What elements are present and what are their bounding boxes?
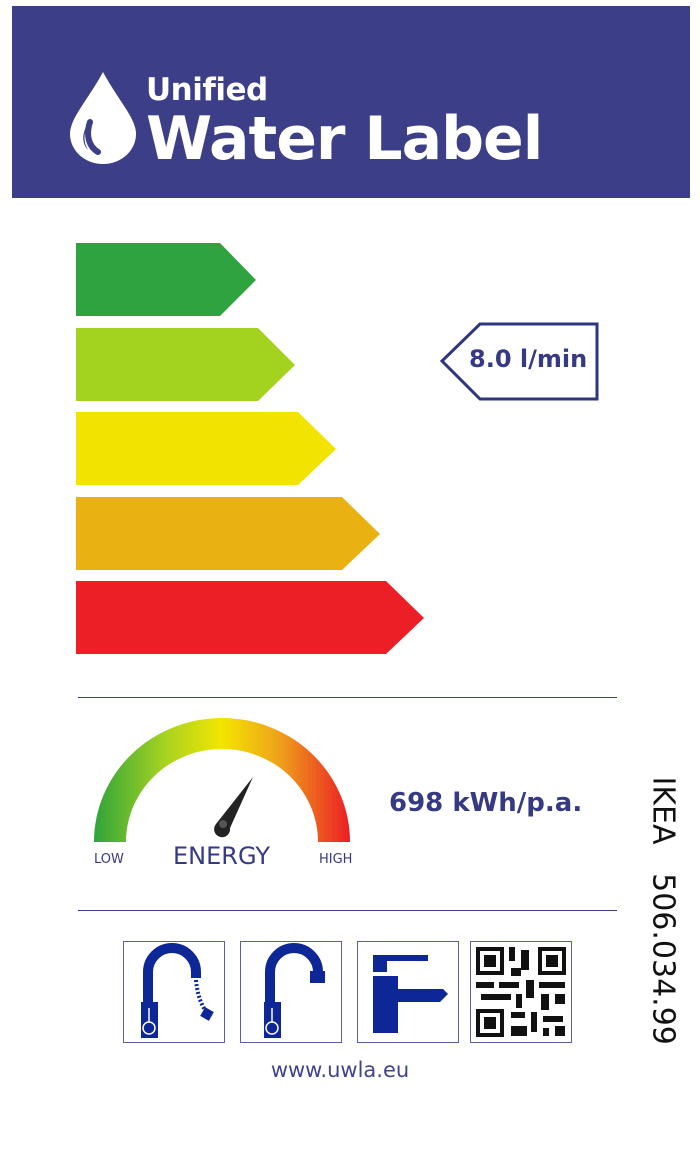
brand: IKEA [645,776,681,845]
water-drop-icon [70,72,136,164]
gauge-low-label: LOW [94,852,124,867]
rating-bar-2 [76,328,295,401]
rating-bar-4 [76,497,380,570]
title-line1: Unified [146,72,268,108]
website-link[interactable]: www.uwla.eu [270,1058,410,1082]
flow-rate-value: 8.0 l/min [469,345,588,373]
flexible-hose-tap-icon [123,941,225,1043]
divider [78,910,617,911]
rating-bar-1 [76,243,256,316]
basin-mixer-icon [357,941,459,1043]
gauge-energy-label: ENERGY [173,842,271,870]
gauge-high-label: HIGH [319,852,353,867]
rating-pointer [439,322,599,401]
gauge-needle [214,777,253,838]
energy-gauge [94,718,350,842]
high-spout-tap-icon [240,941,342,1043]
divider [78,697,617,698]
rating-bar-5 [76,581,424,654]
header-banner [12,6,690,198]
energy-value: 698 kWh/p.a. [389,788,583,818]
title-line2: Water Label [146,104,543,174]
product-id: IKEA 506.034.99 [645,776,681,1045]
qr-code-icon [470,941,572,1043]
product-code: 506.034.99 [645,873,681,1045]
rating-bar-3 [76,412,336,485]
rating-scale [76,243,599,654]
